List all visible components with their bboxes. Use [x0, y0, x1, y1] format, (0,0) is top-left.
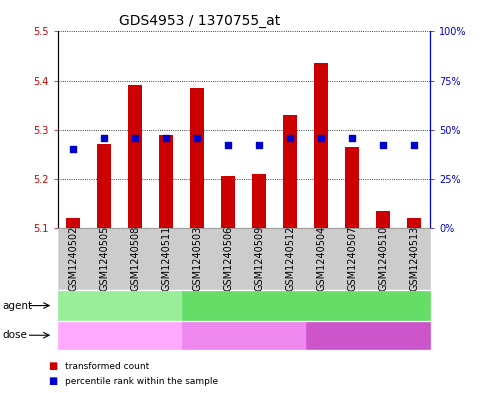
- Text: GSM1240505: GSM1240505: [99, 226, 110, 291]
- Point: [411, 142, 418, 149]
- Text: GDS4953 / 1370755_at: GDS4953 / 1370755_at: [119, 14, 280, 28]
- Text: untreated: untreated: [94, 301, 146, 310]
- Bar: [190, 88, 204, 228]
- Text: 29 uM: 29 uM: [228, 330, 260, 340]
- Point: [256, 142, 263, 149]
- Bar: [407, 218, 421, 228]
- Bar: [253, 174, 267, 228]
- Text: GSM1240511: GSM1240511: [161, 226, 171, 291]
- Bar: [67, 218, 81, 228]
- Bar: [221, 176, 235, 228]
- Bar: [345, 147, 359, 228]
- Bar: [159, 134, 173, 228]
- Point: [70, 146, 77, 152]
- Text: 62 uM: 62 uM: [352, 330, 384, 340]
- Text: control: control: [102, 330, 138, 340]
- Text: GSM1240506: GSM1240506: [224, 226, 233, 291]
- Point: [286, 134, 294, 141]
- Point: [349, 134, 356, 141]
- Bar: [284, 115, 298, 228]
- Text: GSM1240504: GSM1240504: [316, 226, 327, 291]
- Text: GSM1240503: GSM1240503: [192, 226, 202, 291]
- Text: dose: dose: [2, 330, 28, 340]
- Text: agent: agent: [2, 301, 32, 310]
- Text: cobalt chloride: cobalt chloride: [267, 301, 345, 310]
- Point: [225, 142, 232, 149]
- Text: GSM1240502: GSM1240502: [69, 226, 78, 291]
- Point: [194, 134, 201, 141]
- Text: ■: ■: [48, 361, 57, 371]
- Text: GSM1240509: GSM1240509: [255, 226, 264, 291]
- Text: GSM1240507: GSM1240507: [347, 226, 357, 291]
- Text: transformed count: transformed count: [65, 362, 149, 371]
- Bar: [128, 86, 142, 228]
- Text: GSM1240510: GSM1240510: [378, 226, 388, 291]
- Bar: [98, 145, 112, 228]
- Bar: [376, 211, 390, 228]
- Text: GSM1240512: GSM1240512: [285, 226, 296, 291]
- Text: GSM1240513: GSM1240513: [410, 226, 419, 291]
- Point: [131, 134, 139, 141]
- Text: GSM1240508: GSM1240508: [130, 226, 141, 291]
- Point: [163, 134, 170, 141]
- Point: [380, 142, 387, 149]
- Point: [100, 134, 108, 141]
- Point: [317, 134, 325, 141]
- Bar: [314, 63, 328, 228]
- Text: ■: ■: [48, 376, 57, 386]
- Text: percentile rank within the sample: percentile rank within the sample: [65, 377, 218, 386]
